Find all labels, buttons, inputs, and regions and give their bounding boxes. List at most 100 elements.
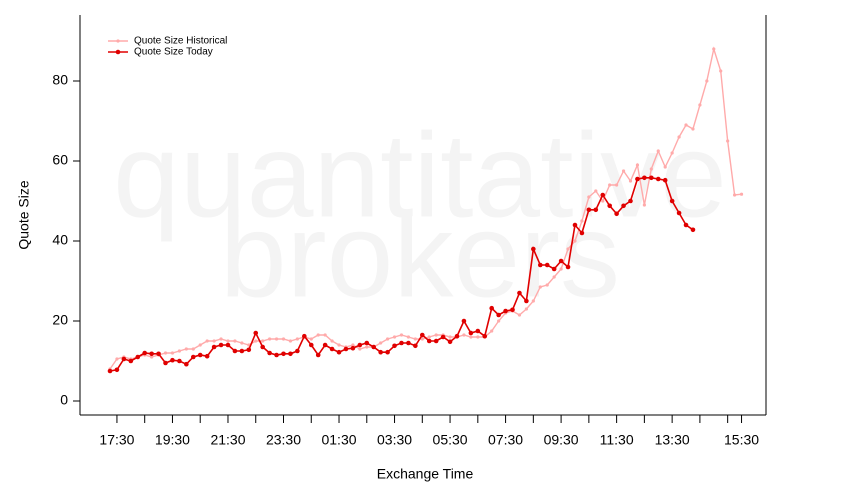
series-point — [662, 177, 668, 183]
series-point — [197, 352, 203, 358]
series-point — [225, 342, 231, 348]
series-point — [655, 176, 661, 182]
series-point — [302, 333, 307, 339]
series-point — [447, 339, 453, 345]
series-point — [615, 183, 619, 187]
series-point — [315, 352, 321, 358]
series-point — [490, 329, 494, 333]
series-point — [288, 351, 293, 357]
x-tick-label: 03:30 — [377, 432, 412, 448]
series-point — [497, 319, 501, 323]
series-point — [170, 351, 175, 355]
series-point — [440, 334, 446, 340]
series-point — [413, 343, 418, 349]
series-point — [233, 339, 237, 343]
series-point — [705, 79, 709, 83]
series-point — [572, 222, 578, 228]
y-tick-label: 80 — [52, 72, 68, 88]
series-point — [268, 337, 272, 341]
series-point — [649, 167, 653, 171]
series-point — [635, 163, 640, 167]
series-point — [246, 347, 252, 353]
x-tick-label: 09:30 — [544, 432, 579, 448]
series-point — [219, 337, 223, 341]
series-point — [261, 339, 265, 343]
series-point — [551, 266, 557, 272]
series-point — [684, 123, 688, 127]
x-axis-label: Exchange Time — [377, 466, 474, 482]
series-point — [531, 246, 536, 252]
series-point — [628, 198, 633, 204]
series-point — [559, 267, 563, 271]
series-point — [330, 339, 334, 343]
series-point — [531, 299, 535, 303]
series-point — [149, 351, 154, 357]
series-point — [524, 307, 529, 311]
x-tick-label: 07:30 — [488, 432, 523, 448]
series-point — [150, 355, 154, 359]
x-tick-label: 21:30 — [210, 432, 245, 448]
legend-label: Quote Size Today — [134, 47, 213, 58]
series-point — [469, 335, 473, 339]
series-point — [649, 175, 654, 181]
series-point — [365, 345, 369, 349]
series-point — [399, 333, 404, 337]
series-point — [115, 357, 119, 361]
series-point — [288, 339, 293, 343]
series-point — [351, 343, 355, 347]
series-point — [226, 339, 230, 343]
series-point — [399, 340, 404, 346]
series-point — [184, 347, 188, 351]
series-point — [621, 203, 626, 209]
series-point — [191, 347, 195, 351]
series-point — [607, 203, 612, 209]
series-point — [281, 337, 286, 341]
series-point — [350, 345, 356, 351]
series-point — [254, 339, 258, 343]
series-point — [323, 333, 327, 337]
series-point — [371, 344, 377, 350]
series-point — [336, 349, 342, 355]
series-point — [733, 193, 737, 197]
series-point — [594, 189, 598, 193]
series-point — [683, 222, 689, 228]
series-point — [454, 333, 460, 339]
series-point — [142, 350, 147, 356]
series-point — [364, 340, 370, 346]
series-point — [663, 165, 667, 169]
x-tick-label: 23:30 — [266, 432, 301, 448]
series-point — [232, 348, 238, 354]
series-point — [156, 351, 161, 357]
series-point — [587, 195, 591, 199]
series-point — [204, 353, 210, 359]
series-point — [212, 339, 216, 343]
x-tick-label: 05:30 — [433, 432, 468, 448]
x-tick-label: 13:30 — [655, 432, 690, 448]
series-point — [544, 262, 550, 268]
series-point — [642, 203, 646, 207]
series-point — [538, 285, 542, 289]
series-point — [600, 192, 606, 198]
watermark: brokers — [220, 189, 620, 323]
series-point — [462, 333, 466, 337]
series-point — [308, 342, 314, 348]
series-point — [739, 192, 744, 196]
series-point — [475, 328, 481, 334]
series-point — [558, 258, 564, 264]
series-point — [434, 333, 438, 337]
series-point — [358, 347, 362, 351]
series-point — [260, 344, 265, 350]
series-point — [461, 318, 467, 324]
series-point — [253, 330, 259, 336]
series-point — [712, 47, 716, 51]
series-point — [316, 333, 320, 337]
series-point — [586, 207, 592, 213]
series-point — [510, 307, 515, 313]
series-point — [427, 335, 431, 339]
series-point — [719, 69, 723, 73]
series-point — [426, 338, 432, 344]
series-point — [379, 341, 383, 345]
series-point — [413, 337, 417, 341]
series-point — [386, 337, 390, 341]
